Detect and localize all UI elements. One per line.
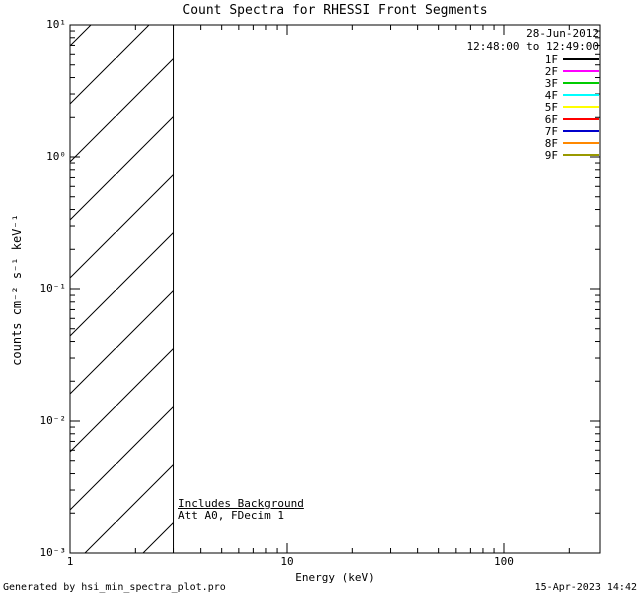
observation-time-range: 12:48:00 to 12:49:00	[466, 40, 599, 53]
legend-color-swatch	[563, 130, 599, 132]
legend-label: 6F	[544, 112, 558, 126]
observation-date: 28-Jun-2012	[526, 27, 599, 40]
legend-item-4F: 4F	[544, 88, 599, 102]
legend-color-swatch	[563, 70, 599, 72]
legend-item-9F: 9F	[544, 148, 599, 162]
legend-color-swatch	[563, 94, 599, 96]
legend-color-swatch	[563, 118, 599, 120]
legend-item-2F: 2F	[544, 64, 599, 78]
legend: 28-Jun-2012 12:48:00 to 12:49:00 1F 2F 3F 4…	[466, 27, 599, 162]
legend-label: 2F	[544, 64, 558, 78]
chart-title: Count Spectra for RHESSI Front Segments	[182, 3, 488, 18]
y-tick-label-0: 10¹	[46, 18, 66, 31]
legend-color-swatch	[563, 154, 599, 156]
legend-item-3F: 3F	[544, 76, 599, 90]
legend-label: 1F	[544, 52, 558, 66]
legend-item-1F: 1F	[544, 52, 599, 66]
legend-entries: 1F 2F 3F 4F 5F 6F 7F 8F 9F	[544, 52, 599, 162]
y-tick-label-3: 10⁻²	[39, 414, 67, 427]
y-tick-label-4: 10⁻³	[39, 546, 67, 559]
legend-label: 9F	[544, 148, 558, 162]
legend-color-swatch	[563, 58, 599, 60]
y-tick-label-1: 10⁰	[46, 150, 66, 163]
legend-item-5F: 5F	[544, 100, 599, 114]
legend-color-swatch	[563, 106, 599, 108]
x-tick-label-100: 100	[494, 555, 514, 568]
legend-label: 8F	[544, 136, 558, 150]
x-tick-label-10: 10	[280, 555, 294, 568]
y-tick-label-2: 10⁻¹	[39, 282, 67, 295]
legend-label: 4F	[544, 88, 558, 102]
plot-timestamp: 15-Apr-2023 14:42	[534, 582, 637, 593]
x-axis-label: Energy (keV)	[295, 571, 375, 584]
legend-label: 5F	[544, 100, 558, 114]
attenuator-note: Att A0, FDecim 1	[178, 509, 284, 522]
includes-background-note: Includes Background	[178, 497, 304, 510]
legend-item-8F: 8F	[544, 136, 599, 150]
x-tick-label-1: 1	[66, 555, 74, 568]
hatched-region	[70, 25, 174, 553]
legend-color-swatch	[563, 82, 599, 84]
legend-color-swatch	[563, 142, 599, 144]
legend-item-7F: 7F	[544, 124, 599, 138]
legend-label: 7F	[544, 124, 558, 138]
generated-by-text: Generated by hsi_min_spectra_plot.pro	[3, 582, 226, 593]
legend-item-6F: 6F	[544, 112, 599, 126]
axis-ticks	[69, 24, 600, 554]
legend-label: 3F	[544, 76, 558, 90]
